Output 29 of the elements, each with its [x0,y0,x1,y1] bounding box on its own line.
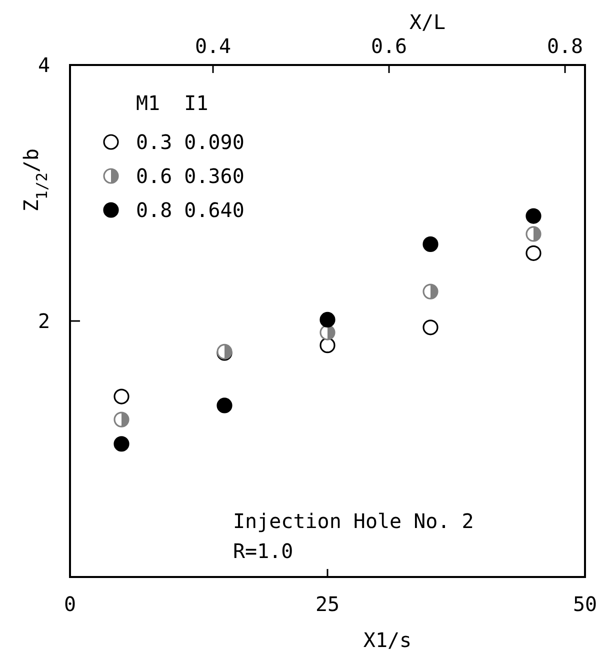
point [526,245,542,261]
x-tick-label: 0 [64,592,76,616]
x-axis-title: X1/s [363,628,412,652]
y-tick-label: 4 [38,53,50,77]
x2-tick-label: 0.4 [194,34,232,58]
x2-tick-label: 0.8 [546,34,584,58]
point [422,236,438,252]
y-tick-label: 2 [38,309,50,333]
point [114,412,130,428]
point [422,320,438,336]
point [114,388,130,404]
x2-axis-title: X/L [409,10,446,34]
point [526,208,542,224]
legend-label: 0.3 0.090 [136,130,244,154]
point [114,436,130,452]
legend-label: 0.8 0.640 [136,198,244,222]
x-tick-label: 25 [315,592,340,616]
point [320,312,336,328]
x-tick-label: 50 [572,592,598,616]
legend-label: 0.6 0.360 [136,164,244,188]
point [216,398,232,414]
point [422,284,438,300]
legend-title: M1 I1 [136,91,208,115]
x2-tick-label: 0.6 [370,34,408,58]
point [526,226,542,242]
annotation: Injection Hole No. 2 [233,509,474,533]
point [320,338,336,354]
annotation: R=1.0 [233,539,294,563]
point [320,324,336,340]
